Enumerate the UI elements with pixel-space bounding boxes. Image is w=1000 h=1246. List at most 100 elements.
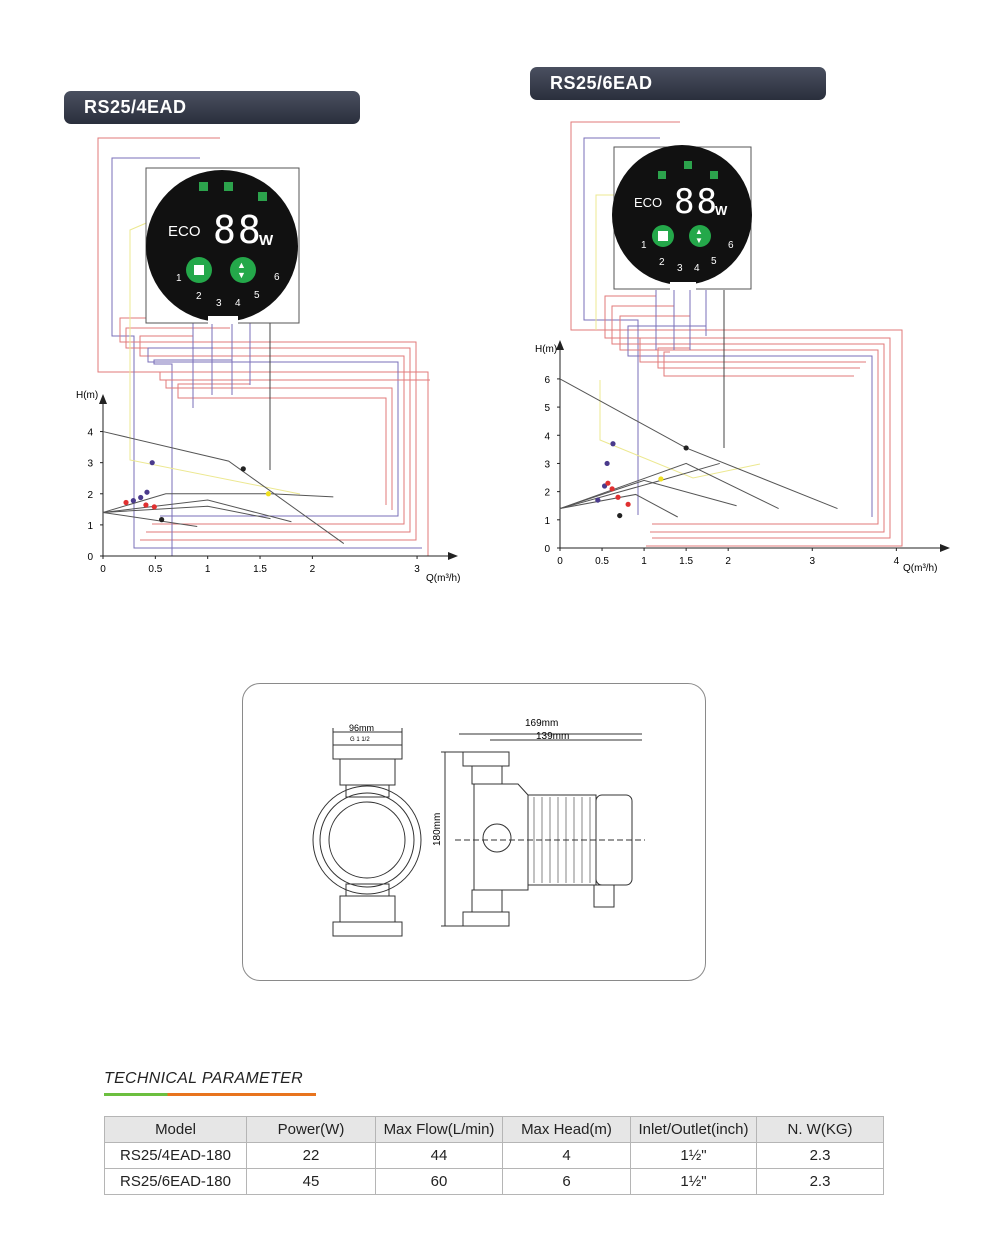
curve-line	[559, 493, 678, 518]
pump-dimension-drawing: 96mm G 1 1/2 169mm 139mm 180mm	[312, 718, 645, 937]
cell-flow: 60	[375, 1168, 503, 1195]
operating-point	[149, 460, 155, 466]
x-tick-label: 1	[641, 556, 647, 567]
col-max-head: Max Head(m)	[502, 1116, 631, 1143]
thread-label: G 1 1/2	[350, 737, 370, 743]
height-label: 180mm	[432, 813, 443, 846]
curve-line	[559, 378, 838, 510]
stop-icon	[658, 231, 668, 241]
x-tick-label: 2	[725, 556, 731, 567]
stop-button[interactable]	[186, 257, 212, 283]
x-axis-label: Q(m³/h)	[903, 563, 937, 574]
cell-power: 45	[246, 1168, 376, 1195]
operating-point	[615, 494, 621, 500]
x-tick-label: 0.5	[148, 564, 162, 575]
operating-point	[151, 504, 157, 510]
performance-chart-left: H(m) Q(m³/h) 0 0.5 1 1.5 2 3 0 1 2 3 4	[76, 390, 460, 584]
x-axis-arrow	[448, 552, 458, 560]
cell-weight: 2.3	[756, 1168, 884, 1195]
power-digits: 88	[674, 182, 719, 222]
technical-parameter-table: Model Power(W) Max Flow(L/min) Max Head(…	[104, 1116, 884, 1195]
y-tick-label: 4	[544, 431, 550, 442]
performance-chart-right: H(m) Q(m³/h) 0 0.5 1 1.5 2 3 4 0 1 2 3 4 5 6	[535, 340, 950, 574]
operating-point	[604, 460, 610, 467]
stop-icon	[194, 265, 204, 275]
y-tick-label: 2	[87, 490, 93, 501]
power-unit: W	[259, 232, 274, 249]
operating-point	[605, 480, 611, 486]
operating-point	[683, 445, 689, 451]
col-power: Power(W)	[246, 1116, 376, 1143]
speed-label-3: 3	[216, 298, 222, 309]
stop-button[interactable]	[652, 225, 674, 247]
motor-length-label: 139mm	[536, 731, 569, 742]
x-tick-label: 0	[557, 556, 563, 567]
x-tick-label: 3	[809, 556, 815, 567]
speed-label-3: 3	[677, 263, 683, 274]
x-tick-label: 4	[894, 556, 900, 567]
technical-parameter-title: TECHNICAL PARAMETER	[104, 1070, 303, 1087]
x-axis-arrow	[940, 544, 950, 552]
speed-label-1: 1	[641, 240, 647, 251]
speed-label-4: 4	[235, 298, 241, 309]
speed-select-button[interactable]: ▲ ▼	[230, 257, 256, 283]
speed-label-6: 6	[728, 240, 734, 251]
mode-icon	[258, 192, 267, 201]
cell-power: 22	[246, 1142, 376, 1169]
display-panel-left: ECO 88 W ▲ ▼ 1 2 3 4 5 6	[146, 168, 299, 323]
curve-line	[102, 511, 198, 527]
table-row: RS25/6EAD-180 45 60 6 1½" 2.3	[104, 1168, 884, 1195]
speed-label-2: 2	[196, 291, 202, 302]
cell-model: RS25/4EAD-180	[104, 1142, 247, 1169]
y-tick-label: 1	[87, 521, 93, 532]
col-model: Model	[104, 1116, 247, 1143]
col-max-flow: Max Flow(L/min)	[375, 1116, 503, 1143]
y-axis-label: H(m)	[535, 344, 557, 355]
power-digits: 88	[213, 208, 263, 252]
x-tick-label: 1	[205, 564, 211, 575]
y-axis-arrow	[99, 394, 107, 404]
x-tick-label: 1.5	[679, 556, 693, 567]
cell-flow: 44	[375, 1142, 503, 1169]
dimension-drawing-frame	[242, 683, 706, 981]
mode-icon	[199, 182, 208, 191]
col-net-weight: N. W(KG)	[756, 1116, 884, 1143]
speed-select-button[interactable]: ▲ ▼	[689, 225, 711, 247]
title-underline	[104, 1093, 316, 1096]
up-down-icon: ▲ ▼	[237, 260, 246, 280]
overall-length-label: 169mm	[525, 718, 558, 729]
y-axis-arrow	[556, 340, 564, 350]
speed-label-1: 1	[176, 273, 182, 284]
operating-point	[130, 498, 136, 504]
eco-label: ECO	[634, 195, 663, 210]
y-tick-label: 3	[87, 459, 93, 470]
mode-icon	[224, 182, 233, 191]
y-tick-label: 5	[544, 403, 550, 414]
operating-point	[595, 497, 601, 503]
speed-label-6: 6	[274, 272, 280, 283]
model-title-left: RS25/4EAD	[64, 91, 360, 124]
mode-icon	[658, 171, 666, 179]
operating-point	[138, 494, 144, 501]
y-tick-label: 0	[87, 552, 93, 563]
x-tick-label: 2	[310, 564, 316, 575]
curve-line	[102, 431, 345, 544]
y-tick-label: 1	[544, 516, 550, 527]
cell-inlet: 1½"	[630, 1142, 757, 1169]
table-row: RS25/4EAD-180 22 44 4 1½" 2.3	[104, 1142, 884, 1169]
pump-diagram-left	[97, 137, 430, 556]
x-tick-label: 0	[100, 564, 106, 575]
eco-label: ECO	[168, 223, 201, 240]
up-down-icon: ▲ ▼	[695, 227, 703, 245]
pump-diagram-right	[570, 121, 903, 547]
operating-point	[610, 441, 616, 447]
x-tick-label: 1.5	[253, 564, 267, 575]
speed-label-4: 4	[694, 263, 700, 274]
x-axis-label: Q(m³/h)	[426, 573, 460, 584]
operating-point	[609, 486, 615, 492]
operating-point	[144, 489, 150, 495]
table-header-row: Model Power(W) Max Flow(L/min) Max Head(…	[104, 1116, 884, 1143]
cell-weight: 2.3	[756, 1142, 884, 1169]
speed-label-5: 5	[254, 290, 260, 301]
mode-icon	[684, 161, 692, 169]
